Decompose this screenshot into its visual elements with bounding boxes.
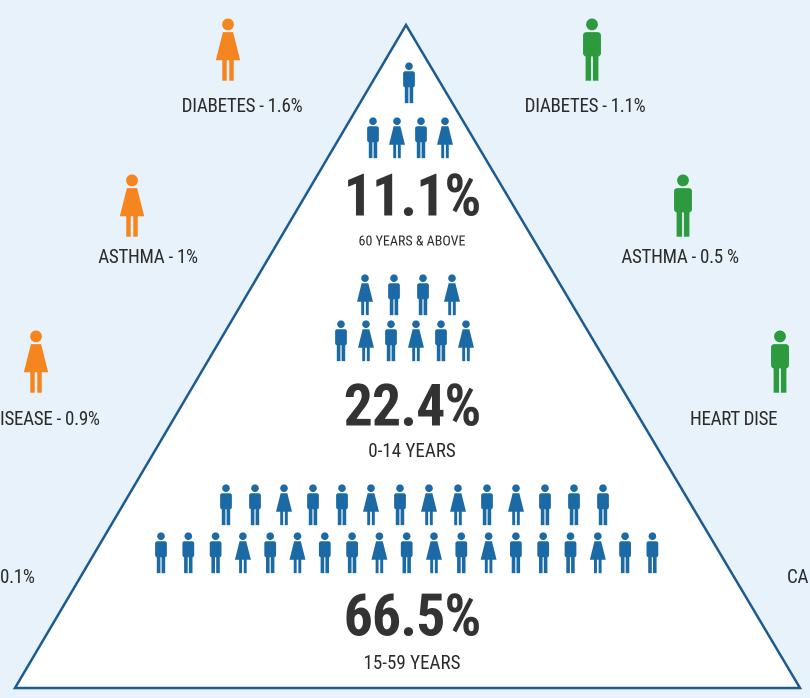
- tier-label: 0-14 YEARS: [368, 439, 456, 462]
- right-label: ASTHMA - 0.5 %: [621, 245, 739, 268]
- woman-icon: [215, 18, 241, 81]
- man-icon: [771, 330, 789, 393]
- tier-value: 22.4%: [344, 372, 481, 440]
- left-label: ISEASE - 0.9%: [0, 407, 100, 430]
- right-label: CA: [787, 565, 808, 588]
- right-label: HEART DISE: [690, 407, 777, 430]
- woman-icon: [23, 330, 49, 393]
- left-label: 0.1%: [0, 565, 35, 588]
- left-label: DIABETES - 1.6%: [182, 94, 303, 117]
- tier-label: 60 YEARS & ABOVE: [359, 234, 466, 250]
- left-label: ASTHMA - 1%: [98, 245, 198, 268]
- man-icon: [674, 174, 692, 237]
- tier-label: 15-59 YEARS: [364, 651, 461, 674]
- man-icon: [583, 18, 601, 81]
- tier-value: 66.5%: [344, 582, 481, 650]
- woman-icon: [119, 174, 145, 237]
- tier-value: 11.1%: [344, 162, 481, 230]
- right-label: DIABETES - 1.1%: [525, 94, 646, 117]
